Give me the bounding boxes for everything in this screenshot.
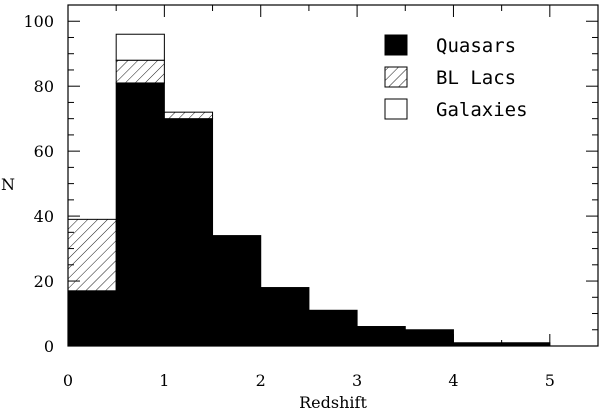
bar-galaxies-bin-1 <box>115 33 165 61</box>
x-tick-label: 1 <box>159 371 169 390</box>
legend-swatch-quasars <box>384 34 408 56</box>
y-tick-label: 60 <box>34 142 54 161</box>
y-tick-label: 0 <box>44 337 54 356</box>
bar-quasars-bin-4 <box>260 287 310 347</box>
y-axis-title: N <box>1 175 15 194</box>
y-tick-label: 20 <box>34 272 54 291</box>
bar-quasars-bin-0 <box>67 290 117 347</box>
x-tick-label: 5 <box>545 371 555 390</box>
tick-labels-layer: 0 1 2 3 4 5 0 20 40 60 80 100 <box>23 12 554 390</box>
bars-layer <box>67 33 551 347</box>
bar-bl-lacs-bin-0 <box>67 218 117 292</box>
x-tick-label: 4 <box>448 371 458 390</box>
axes-layer <box>67 4 599 347</box>
legend-swatch-bl-lacs <box>384 66 408 88</box>
y-tick-label: 80 <box>34 77 54 96</box>
bar-quasars-bin-5 <box>308 309 358 347</box>
y-tick-label: 40 <box>34 207 54 226</box>
legend-swatch-galaxies <box>384 98 408 120</box>
x-tick-label: 2 <box>256 371 266 390</box>
bar-quasars-bin-6 <box>356 326 406 347</box>
bar-bl-lacs-bin-1 <box>115 59 165 84</box>
bar-quasars-bin-1 <box>115 82 165 347</box>
plot-frame <box>67 4 599 347</box>
legend-label-quasars: Quasars <box>436 35 516 57</box>
x-axis-title: Redshift <box>299 393 367 411</box>
legend-label-bl-lacs: BL Lacs <box>436 67 516 89</box>
x-tick-label: 3 <box>352 371 362 390</box>
bar-quasars-bin-2 <box>163 118 214 347</box>
legend: Quasars BL Lacs Galaxies <box>384 34 528 121</box>
bar-bl-lacs-bin-2 <box>163 111 214 120</box>
bar-quasars-bin-3 <box>212 235 262 347</box>
y-tick-label: 100 <box>23 12 54 31</box>
x-tick-label: 0 <box>63 371 73 390</box>
legend-label-galaxies: Galaxies <box>436 99 528 121</box>
bar-quasars-bin-7 <box>404 329 454 347</box>
